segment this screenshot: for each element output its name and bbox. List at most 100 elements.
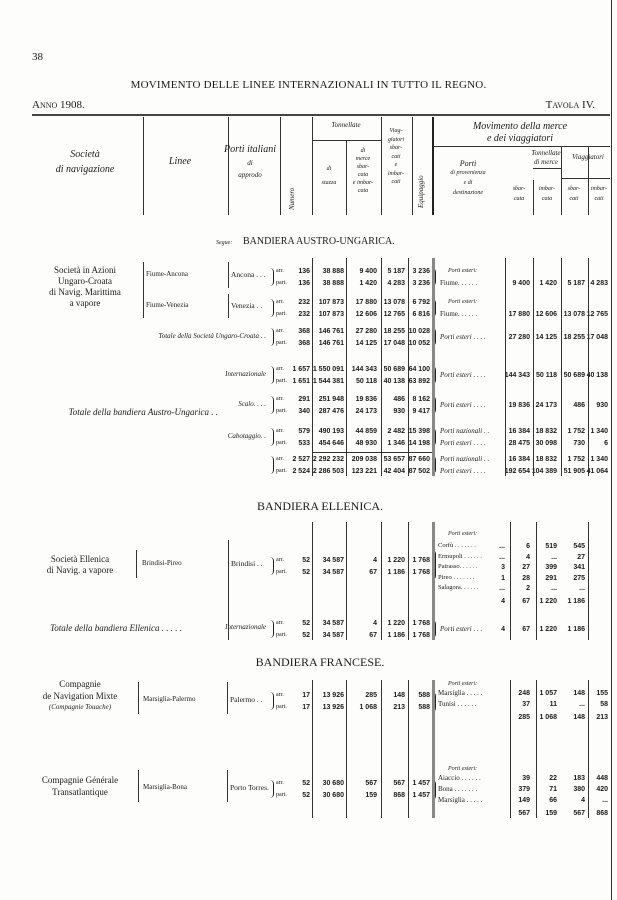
right-value: 420 xyxy=(596,786,608,793)
part-value: 17 xyxy=(302,704,310,711)
right-value: 12 765 xyxy=(586,311,608,318)
right-value: 37 xyxy=(522,701,530,708)
arr-value: 17 xyxy=(302,692,310,699)
right-value: 27 xyxy=(577,553,585,561)
right-value: 148 xyxy=(573,714,585,721)
right-value: 4 283 xyxy=(590,280,608,287)
right-value: 149 xyxy=(518,797,530,804)
column-rule xyxy=(228,117,229,215)
right-value: 12 606 xyxy=(535,311,557,318)
arr-value: 38 888 xyxy=(322,268,344,275)
col-header-tonnellate: Tonnellate xyxy=(331,121,361,129)
right-value: 104 389 xyxy=(531,468,557,475)
right-value: 148 xyxy=(573,690,585,697)
port-label: Porti nazionali . . xyxy=(440,427,490,435)
right-value: 183 xyxy=(573,775,585,782)
societa-name: Compagnie Générale xyxy=(41,775,119,785)
part-label: part. xyxy=(276,704,287,710)
porto-name: Brindisi . . xyxy=(231,559,263,568)
port-label: Porti esteri . . . . xyxy=(440,371,486,379)
column-rule xyxy=(346,680,347,818)
port-label: Marsiglia . . . . . xyxy=(438,689,483,697)
col-header-societa: Società xyxy=(70,149,100,160)
brace-icon xyxy=(270,268,274,286)
page-number: 38 xyxy=(32,51,43,63)
port-label: Salagora. . . . . . xyxy=(438,584,479,591)
arr-value: 368 xyxy=(298,328,310,335)
col-header-viaggiatori: Viag- xyxy=(389,128,403,134)
col-header-merce: cata xyxy=(357,188,369,194)
arr-value: 87 660 xyxy=(408,456,430,463)
arr-value: 3 236 xyxy=(412,268,430,275)
port-label: Bona . . . . . . . xyxy=(438,785,478,793)
right-value: 930 xyxy=(596,402,608,409)
column-rule xyxy=(346,258,347,476)
right-value: 1 186 xyxy=(567,598,585,605)
right-value: ... xyxy=(579,585,585,592)
column-rule xyxy=(138,770,139,802)
column-rule xyxy=(381,117,382,215)
right-value: 399 xyxy=(545,564,557,571)
col-header-porti: Porti xyxy=(459,159,477,168)
ports-heading: Porti esteri: xyxy=(448,681,478,687)
column-rule xyxy=(588,522,589,640)
section-heading: BANDIERA ELLENICA. xyxy=(257,499,383,513)
arr-value: 34 587 xyxy=(322,557,344,564)
traffic-type: Internazionale xyxy=(225,623,266,631)
column-rule xyxy=(408,680,409,818)
col-header-sbarcati: cati xyxy=(569,196,579,202)
arr-label: arr. xyxy=(276,396,284,402)
port-label: Porti esteri . . . . xyxy=(440,401,486,409)
part-label: part. xyxy=(276,408,287,414)
right-value: 18 832 xyxy=(535,456,557,463)
part-label: part. xyxy=(276,311,287,317)
column-rule xyxy=(561,258,562,476)
part-value: 1 186 xyxy=(387,569,405,576)
right-value: 50 118 xyxy=(535,372,557,379)
right-value: 30 098 xyxy=(535,440,557,447)
col-header-numero: Numero xyxy=(288,187,296,210)
column-rule xyxy=(228,262,229,288)
part-value: 1 768 xyxy=(412,569,430,576)
right-value: 16 384 xyxy=(508,428,530,435)
part-value: 454 646 xyxy=(318,440,344,447)
column-rule xyxy=(227,770,228,802)
arr-value: 8 162 xyxy=(412,396,430,403)
right-value: 1 057 xyxy=(539,690,557,697)
col-header-viaggiatori: cati xyxy=(391,153,401,160)
col-header-imbarcati: cati xyxy=(594,196,604,202)
right-value: 1 340 xyxy=(590,456,608,463)
column-rule xyxy=(432,258,435,476)
part-value: 6 816 xyxy=(412,311,430,318)
column-rule xyxy=(143,117,144,215)
part-value: 1 346 xyxy=(387,440,405,447)
column-rule xyxy=(588,680,589,818)
arr-value: 50 689 xyxy=(383,366,405,373)
right-value: 4 xyxy=(501,598,505,605)
totale-bandiera-label: Totale della bandiera Ellenica . . . . . xyxy=(50,623,182,633)
right-value: 1 068 xyxy=(539,714,557,721)
societa-name: Società in Azioni xyxy=(54,265,116,275)
arr-label: arr. xyxy=(276,557,284,563)
col-header-sbarcata: cata xyxy=(513,196,525,202)
ports-heading: Porti esteri: xyxy=(448,299,478,305)
page-edge xyxy=(611,0,612,900)
part-value: 146 761 xyxy=(318,340,344,347)
col-header-sbarcata: sbar- xyxy=(512,186,526,192)
column-rule xyxy=(312,258,313,476)
col-header-movimento: e dei viaggiatori xyxy=(486,133,554,144)
societa-name: a vapore xyxy=(69,298,101,308)
col-header-tonnellate-merce: di merce xyxy=(533,158,559,166)
column-rule xyxy=(561,146,562,215)
right-value: 291 xyxy=(545,574,557,582)
right-value: 341 xyxy=(573,564,585,571)
section-prefix: Segue: xyxy=(216,240,233,246)
arr-value: 148 xyxy=(393,692,405,699)
col-header-societa: di navigazione xyxy=(55,164,115,175)
col-header-porti: di provenienza xyxy=(450,170,486,176)
part-value: 1 768 xyxy=(412,632,430,639)
port-label: Porti esteri . . . . xyxy=(440,439,486,447)
part-value: 232 xyxy=(298,311,310,318)
col-header-porti: e di xyxy=(463,180,473,186)
